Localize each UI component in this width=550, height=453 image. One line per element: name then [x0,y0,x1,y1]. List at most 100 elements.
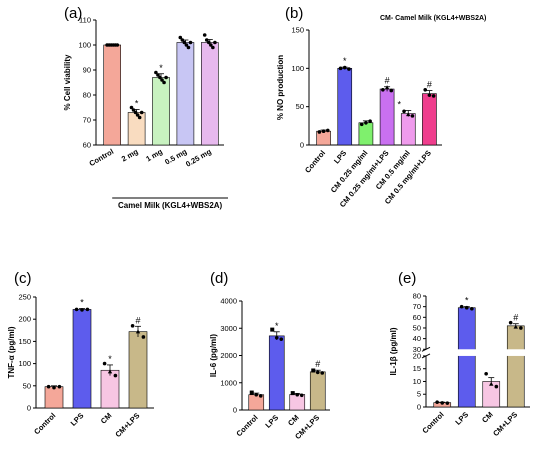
data-point [359,122,364,127]
axis-break-gap [457,349,477,356]
data-point [325,128,330,133]
y-tick-label: 150 [18,337,31,346]
bar [201,42,219,146]
data-point [464,305,469,310]
category-label: 1 mg [144,147,164,164]
data-point [381,88,385,92]
y-tick-label: 0 [27,404,31,413]
panel-letter: (d) [210,270,228,287]
data-point [364,120,368,125]
bar [422,93,437,146]
data-point [57,384,62,389]
data-point-triangle [384,85,390,90]
data-point [321,129,326,133]
significance-marker: * [275,321,279,331]
significance-marker: * [343,56,347,66]
significance-marker: * [159,63,163,73]
data-point [347,67,351,71]
y-tick-label: 4000 [220,297,237,306]
significance-marker: * [465,296,469,306]
category-label: 0.25 mg [184,147,213,169]
data-point [315,370,320,375]
panel-a: (a) 60 70 80 90 100 110 % Cell viability Control… [63,5,228,210]
bar [127,112,146,146]
data-point [508,320,513,325]
data-point [139,110,144,115]
data-point [85,307,90,312]
significance-marker: # [513,313,518,323]
bar [152,77,170,146]
y-axis-label: % NO production [276,55,285,120]
y-tick-label: 100 [291,64,304,73]
axis-break-mark [421,346,431,352]
data-point [46,384,51,389]
y-tick-label: 90 [83,66,91,75]
panel-letter: (b) [285,5,303,22]
data-point [445,401,450,405]
bar [379,88,395,146]
data-point [131,108,136,112]
y-tick-label: 0 [417,403,421,412]
y-axis-label: TNF-α (pg/ml) [7,326,16,378]
data-point [80,308,84,312]
data-point [178,35,183,40]
category-label: LPS [453,410,470,427]
data-point [52,385,56,390]
data-point [160,78,164,82]
data-point [368,119,372,124]
data-point [320,371,325,375]
bar [358,122,374,146]
data-point [137,115,142,120]
bar [309,371,326,411]
data-point [484,372,488,376]
axis-break-gap [506,349,526,356]
data-point [184,43,189,47]
category-label: Control [303,149,327,175]
data-point [410,114,415,118]
data-point [389,88,394,93]
data-point [102,361,107,366]
category-label: LPS [263,413,280,430]
y-tick-label: 80 [83,91,91,100]
data-point [213,40,217,45]
data-point [164,75,168,80]
category-label: Control [88,147,116,168]
y-tick-label: 40 [413,334,421,343]
data-point [115,43,120,47]
y-tick-label: 60 [413,313,421,322]
data-point [141,335,146,339]
data-point [440,401,445,405]
data-point [188,40,193,45]
significance-marker: * [108,354,112,364]
y-tick-label: 0 [300,141,304,150]
bar [103,44,121,146]
y-tick-label: 80 [413,292,421,301]
data-point-triangle [406,112,411,117]
data-point [470,306,474,311]
data-point [342,65,347,70]
data-point [162,80,166,85]
significance-marker: # [427,80,432,90]
data-point-triangle [135,329,141,334]
data-point [431,94,436,98]
axis-break-mark [421,353,431,359]
data-point [113,373,118,378]
data-point [338,66,343,71]
y-tick-label: 50 [23,381,31,390]
y-tick-label: 150 [291,26,304,35]
y-tick-label: 50 [413,323,421,332]
category-label: CM+LPS [491,410,519,438]
y-tick-label: 15 [413,364,421,373]
data-point [402,109,406,114]
data-point [182,40,187,45]
y-tick-label: 10 [413,377,421,386]
bar [268,335,285,411]
data-point [211,45,215,50]
data-point [206,40,211,45]
data-point [519,326,523,330]
data-point [156,73,160,77]
data-point [135,113,140,117]
data-point [258,394,263,398]
